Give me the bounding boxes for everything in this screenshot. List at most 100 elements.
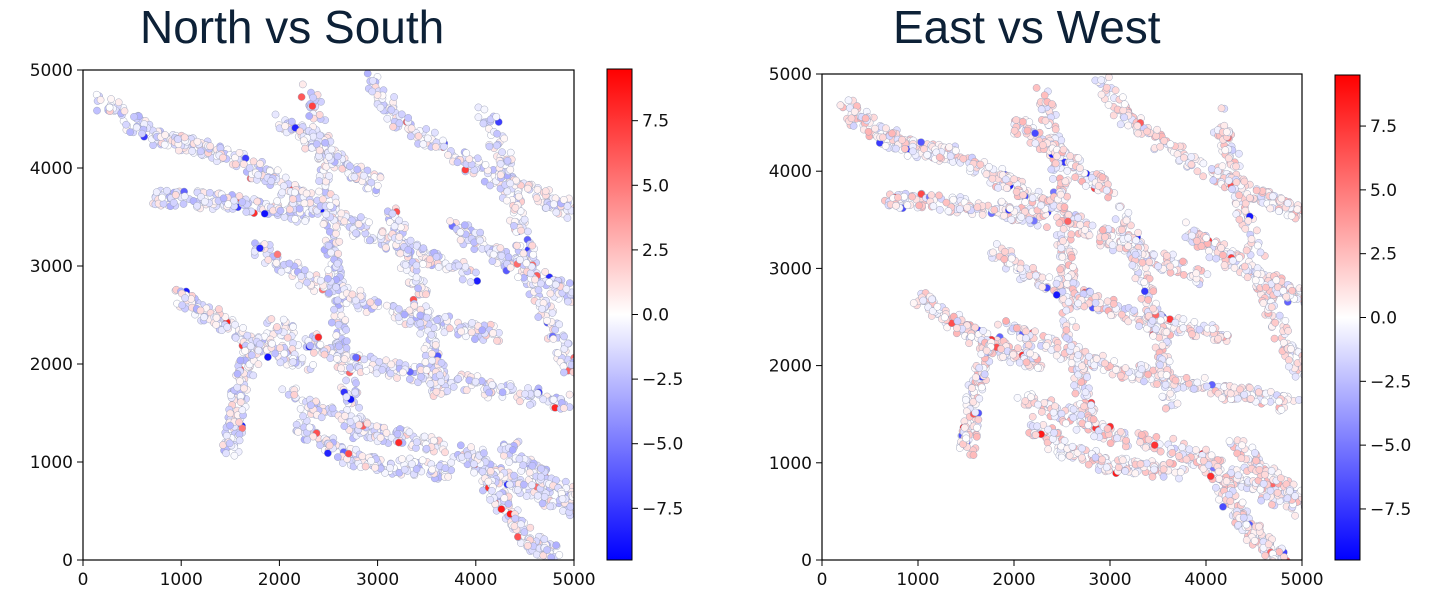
scatter-point: [325, 441, 334, 450]
scatter-point: [492, 112, 501, 121]
scatter-point: [352, 229, 360, 238]
scatter-point: [243, 331, 252, 340]
scatter-point: [315, 177, 323, 185]
scatter-point: [505, 480, 514, 489]
scatter-point: [479, 119, 488, 128]
scatter-point: [366, 298, 375, 307]
scatter-point: [373, 91, 382, 99]
scatter-point: [253, 197, 262, 206]
scatter-point: [417, 372, 425, 381]
scatter-point: [344, 449, 353, 458]
scatter-point: [422, 125, 431, 133]
scatter-point: [1144, 296, 1153, 304]
scatter-point: [1208, 325, 1217, 333]
scatter-point: [551, 325, 560, 334]
scatter-point: [428, 349, 436, 358]
scatter-point: [1156, 361, 1164, 369]
scatter-point: [470, 460, 478, 468]
scatter-point: [474, 113, 483, 122]
scatter-point: [398, 455, 406, 463]
scatter-point: [543, 546, 551, 554]
scatter-point: [1199, 159, 1208, 168]
scatter-point: [489, 250, 498, 259]
scatter-point: [467, 443, 475, 451]
scatter-point: [294, 428, 302, 436]
scatter-point: [892, 144, 900, 153]
scatter-point: [431, 143, 440, 151]
scatter-point: [1242, 246, 1251, 255]
scatter-point: [421, 358, 430, 366]
scatter-point: [506, 165, 515, 174]
scatter-point: [332, 283, 340, 292]
scatter-point: [540, 535, 549, 544]
scatter-point: [126, 128, 134, 136]
scatter-point: [470, 468, 478, 477]
scatter-point: [324, 449, 332, 458]
scatter-point: [462, 386, 471, 395]
scatter-point: [413, 438, 421, 447]
scatter-point: [1067, 359, 1076, 367]
scatter-point: [909, 147, 917, 156]
scatter-point: [564, 339, 572, 348]
scatter-point: [1090, 361, 1099, 370]
scatter-point: [254, 346, 263, 355]
scatter-point: [942, 198, 951, 207]
scatter-point: [390, 222, 399, 231]
scatter-point: [1025, 215, 1034, 224]
scatter-point: [324, 266, 333, 274]
scatter-point: [1103, 424, 1112, 433]
scatter-point: [365, 236, 374, 245]
chart-title-north-vs-south: North vs South: [140, 1, 445, 53]
scatter-point: [543, 316, 551, 325]
x-tick-label: 4000: [454, 570, 497, 590]
scatter-point: [1017, 213, 1026, 221]
scatter-point: [1048, 100, 1056, 108]
scatter-point: [573, 509, 574, 511]
scatter-point: [994, 183, 1002, 192]
scatter-point: [289, 358, 297, 366]
scatter-point: [454, 374, 463, 383]
scatter-point: [1124, 208, 1133, 217]
scatter-point: [1117, 226, 1126, 234]
scatter-point: [1235, 191, 1243, 200]
scatter-point: [1266, 387, 1275, 396]
colorbar: [606, 68, 633, 561]
scatter-point: [231, 333, 240, 342]
scatter-point: [520, 480, 528, 489]
scatter-point: [1080, 402, 1088, 411]
scatter-point: [408, 460, 416, 468]
scatter-point: [1062, 306, 1071, 315]
scatter-point: [1150, 441, 1159, 449]
scatter-point: [395, 305, 403, 313]
scatter-point: [546, 289, 555, 298]
scatter-point: [528, 241, 537, 250]
scatter-point: [230, 196, 238, 205]
scatter-point: [540, 492, 549, 501]
scatter-point: [291, 215, 300, 223]
scatter-point: [332, 222, 340, 231]
scatter-point: [992, 240, 1001, 248]
scatter-point: [534, 313, 543, 321]
scatter-point: [1042, 341, 1051, 350]
scatter-point: [471, 335, 479, 344]
colorbar-tick-label: 5.0: [642, 176, 669, 196]
scatter-point: [376, 103, 385, 112]
scatter-point: [1169, 434, 1178, 443]
scatter-point: [1049, 175, 1057, 183]
scatter-point: [181, 294, 189, 302]
scatter-point: [273, 250, 282, 259]
scatter-point: [1031, 271, 1040, 280]
scatter-point: [1059, 225, 1068, 233]
scatter-point: [1057, 409, 1066, 418]
scatter-point: [573, 500, 574, 505]
scatter-point: [951, 146, 960, 155]
scatter-point: [224, 200, 233, 209]
scatter-point: [1052, 291, 1061, 299]
scatter-point: [1217, 104, 1226, 113]
scatter-point: [410, 301, 419, 310]
scatter-point: [1097, 90, 1106, 99]
scatter-point: [1199, 172, 1208, 181]
scatter-point: [1291, 372, 1300, 381]
scatter-point: [222, 431, 231, 440]
